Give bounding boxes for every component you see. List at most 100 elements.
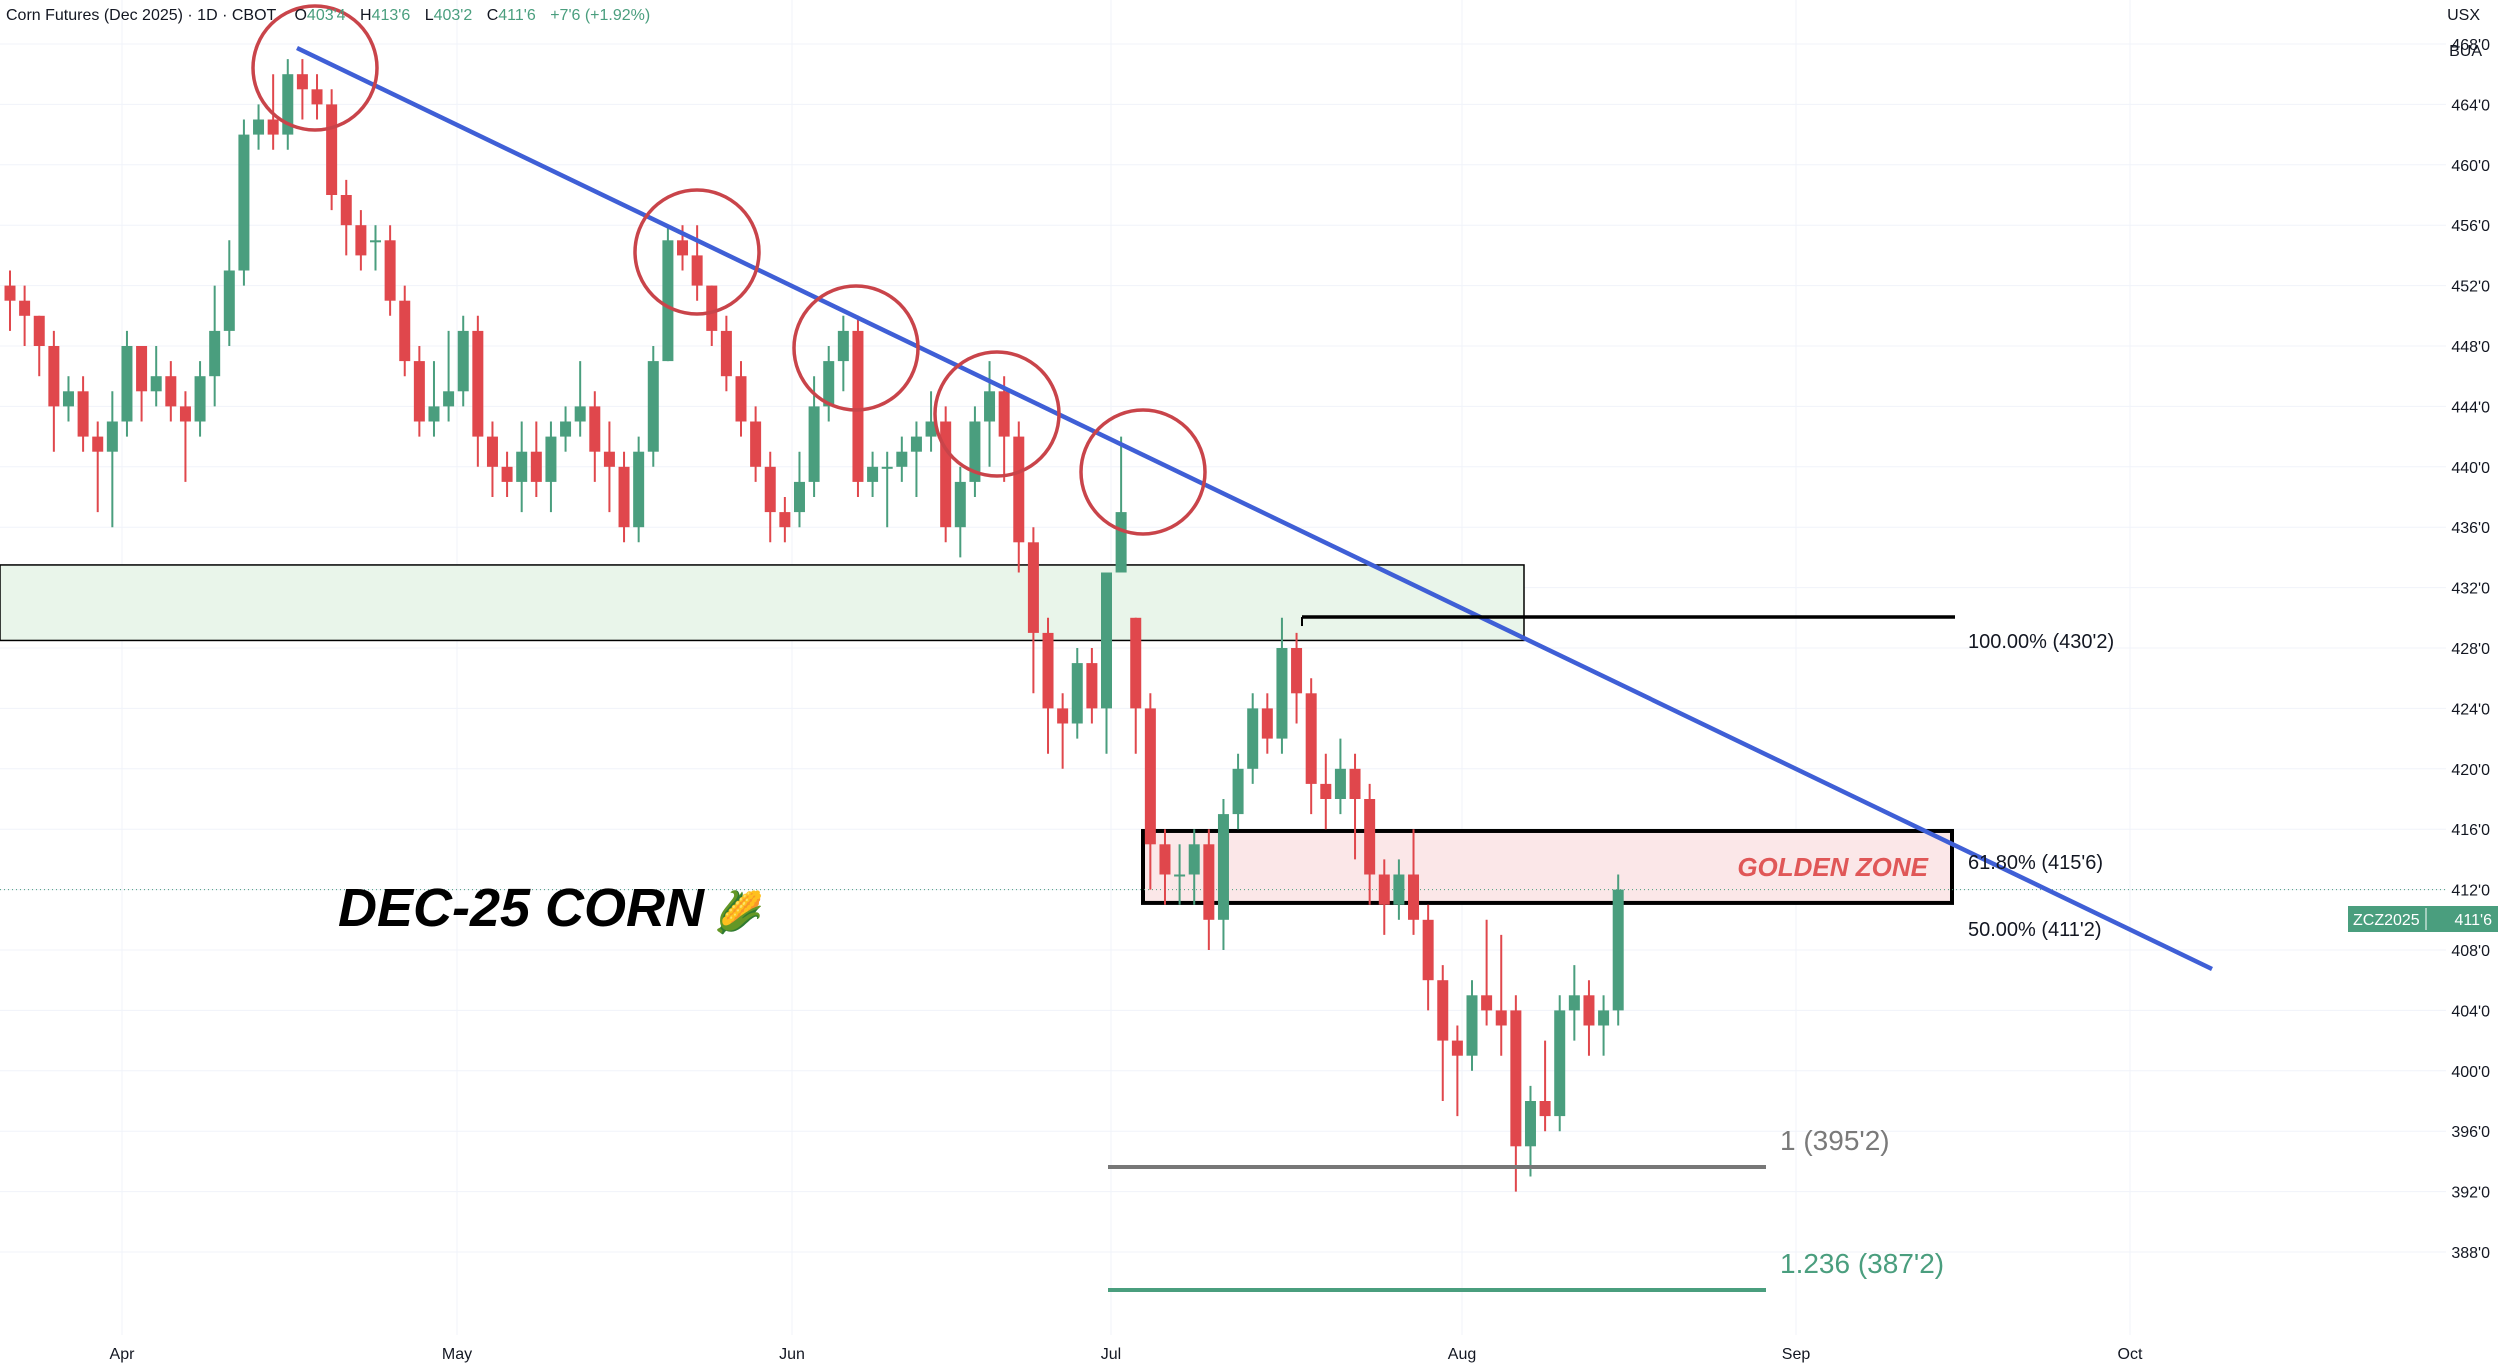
candle-body [1495,1010,1507,1026]
candle [808,376,820,497]
candle [925,391,937,452]
candle [486,421,498,497]
candle-body [355,225,367,256]
candle-body [1334,768,1346,799]
candle-body [1086,663,1098,709]
candle-body [1481,995,1493,1011]
candle [92,421,104,513]
candle [530,421,542,497]
candle-body [223,270,235,331]
candle-body [808,406,820,482]
candle-body [1320,783,1332,799]
candle [428,361,440,437]
candle-body [282,74,294,135]
candle-body [823,361,835,407]
candles [4,59,1624,1192]
candle [253,104,265,150]
candle [1598,995,1610,1056]
y-tick-label: 456'0 [2451,218,2490,235]
touch-circle [1079,408,1207,536]
candle [735,361,747,437]
candle [136,346,148,422]
candle-body [62,391,74,407]
candle-body [267,119,279,135]
downtrend-line [296,45,2213,972]
candle [1466,980,1478,1071]
overlays: 100.00% (430'2) 61.80% (415'6) 50.00% (411… [251,4,2213,1292]
candle [1291,632,1303,724]
candle [793,451,805,528]
candle [1086,648,1098,724]
candle [823,346,835,422]
touch-circle [633,188,761,316]
candle [940,406,952,543]
candle-body [574,406,586,422]
high-value: 413'6 [372,7,411,24]
candle-body [1276,648,1288,739]
candle-body [1408,874,1420,920]
candle [662,225,674,362]
fib-label: 61.80% (415'6) [1968,852,2103,874]
candle-body [209,330,221,377]
candle-body [1349,768,1361,799]
x-tick-label: Jun [779,1346,805,1363]
candle-body [1291,648,1303,694]
price-badge: ZCZ2025 411'6 [2348,906,2498,932]
candle-body [647,361,659,452]
candle [1071,648,1083,739]
high-label: H [360,7,372,24]
candle-body [253,119,265,135]
candle-body [603,451,615,467]
candle-body [1378,874,1390,905]
candle [1451,1025,1463,1117]
candle-body [19,300,31,316]
extension-label: 1 (395'2) [1780,1125,1890,1156]
candle [1568,965,1580,1041]
candle [121,330,133,437]
candle [881,451,893,528]
candle-body [1217,814,1229,920]
candle [1305,678,1317,815]
candle-body [340,195,352,226]
corn-icon: 🌽 [714,888,764,935]
candle-body [1159,844,1171,875]
currency-sub-label: BUA [2449,43,2482,60]
candle [223,240,235,346]
candle [779,497,791,543]
candle-body [1364,799,1376,875]
candle-body [238,134,250,271]
candle [1217,799,1229,950]
symbol-description: Corn Futures (Dec 2025) · 1D · CBOT [6,7,277,24]
candle-body [1554,1010,1566,1117]
candle [326,89,338,211]
candle-body [881,466,893,469]
currency-label: USX [2447,7,2480,24]
candle [1042,617,1054,754]
candle [282,59,294,150]
y-tick-label: 396'0 [2451,1124,2490,1141]
candle-body [633,451,645,528]
candle [1013,421,1025,573]
candle [969,406,981,497]
candle [1174,844,1186,905]
candle [1320,753,1332,830]
candle-body [165,376,177,407]
candle-body [443,391,455,407]
candle [1422,904,1434,1011]
x-tick-label: Apr [110,1346,136,1363]
change-value: +7'6 (+1.92%) [550,7,650,24]
candle-body [1437,980,1449,1041]
candle [355,210,367,271]
candle-body [311,89,323,105]
candle-body [1612,889,1624,1011]
fib-label: 100.00% (430'2) [1968,631,2114,653]
candle [647,346,659,467]
grid [0,0,2446,1335]
open-label: O [294,7,306,24]
candle [1364,783,1376,905]
candle-body [837,330,849,362]
candle [1057,693,1069,769]
candle-body [296,74,308,90]
close-label: C [487,7,499,24]
candle-body [530,451,542,482]
